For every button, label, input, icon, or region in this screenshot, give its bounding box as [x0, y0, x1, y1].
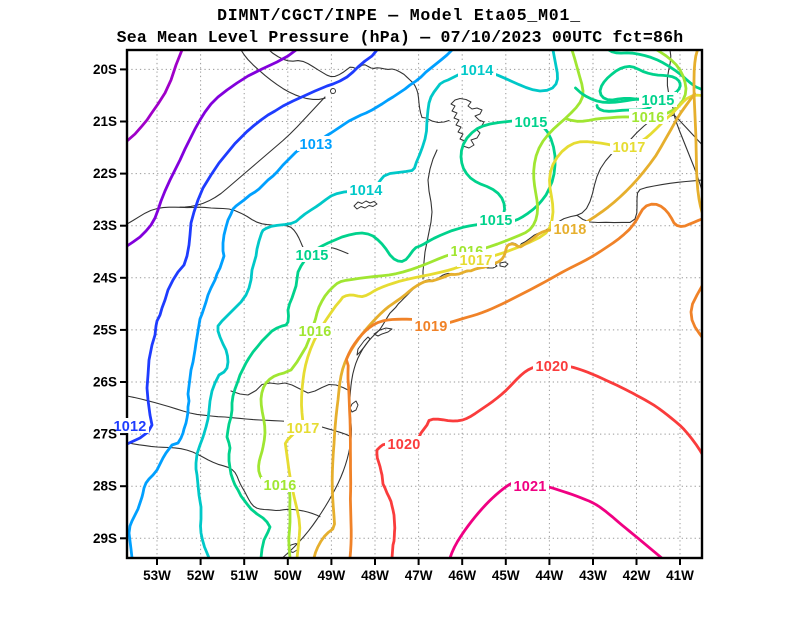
svg-text:1021: 1021 — [513, 479, 546, 495]
svg-text:47W: 47W — [405, 568, 433, 583]
svg-text:48W: 48W — [361, 568, 389, 583]
svg-text:43W: 43W — [579, 568, 607, 583]
svg-text:25S: 25S — [93, 322, 117, 337]
svg-text:1015: 1015 — [479, 213, 512, 229]
svg-text:23S: 23S — [93, 218, 117, 233]
svg-text:1014: 1014 — [460, 63, 493, 79]
svg-text:41W: 41W — [666, 568, 694, 583]
svg-text:26S: 26S — [93, 375, 117, 390]
svg-text:29S: 29S — [93, 531, 117, 546]
svg-text:1019: 1019 — [414, 319, 447, 335]
svg-text:49W: 49W — [318, 568, 346, 583]
svg-text:22S: 22S — [93, 166, 117, 181]
svg-text:1015: 1015 — [514, 115, 547, 131]
svg-text:44W: 44W — [536, 568, 564, 583]
svg-text:28S: 28S — [93, 479, 117, 494]
svg-text:1017: 1017 — [286, 421, 319, 437]
svg-text:1020: 1020 — [535, 359, 568, 375]
svg-text:Sea Mean Level Pressure (hPa): Sea Mean Level Pressure (hPa) — 07/10/20… — [117, 28, 684, 47]
svg-text:1016: 1016 — [263, 478, 296, 494]
svg-text:52W: 52W — [187, 568, 215, 583]
svg-text:1016: 1016 — [631, 110, 664, 126]
svg-text:1020: 1020 — [387, 437, 420, 453]
svg-text:DIMNT/CGCT/INPE — Model Eta05: DIMNT/CGCT/INPE — Model Eta05_M01_ — [217, 6, 581, 25]
svg-text:24S: 24S — [93, 270, 117, 285]
svg-text:1014: 1014 — [349, 183, 382, 199]
svg-text:1018: 1018 — [553, 222, 586, 238]
svg-text:1015: 1015 — [641, 93, 674, 109]
svg-text:1012: 1012 — [113, 419, 146, 435]
svg-text:21S: 21S — [93, 114, 117, 129]
svg-text:1015: 1015 — [295, 248, 328, 264]
svg-text:50W: 50W — [274, 568, 302, 583]
svg-text:46W: 46W — [448, 568, 476, 583]
svg-text:1016: 1016 — [298, 324, 331, 340]
svg-text:42W: 42W — [623, 568, 651, 583]
svg-text:53W: 53W — [143, 568, 171, 583]
svg-text:51W: 51W — [230, 568, 258, 583]
svg-text:45W: 45W — [492, 568, 520, 583]
svg-text:1017: 1017 — [459, 253, 492, 269]
svg-text:20S: 20S — [93, 62, 117, 77]
svg-text:1017: 1017 — [612, 140, 645, 156]
svg-text:27S: 27S — [93, 427, 117, 442]
svg-text:1013: 1013 — [299, 137, 332, 153]
